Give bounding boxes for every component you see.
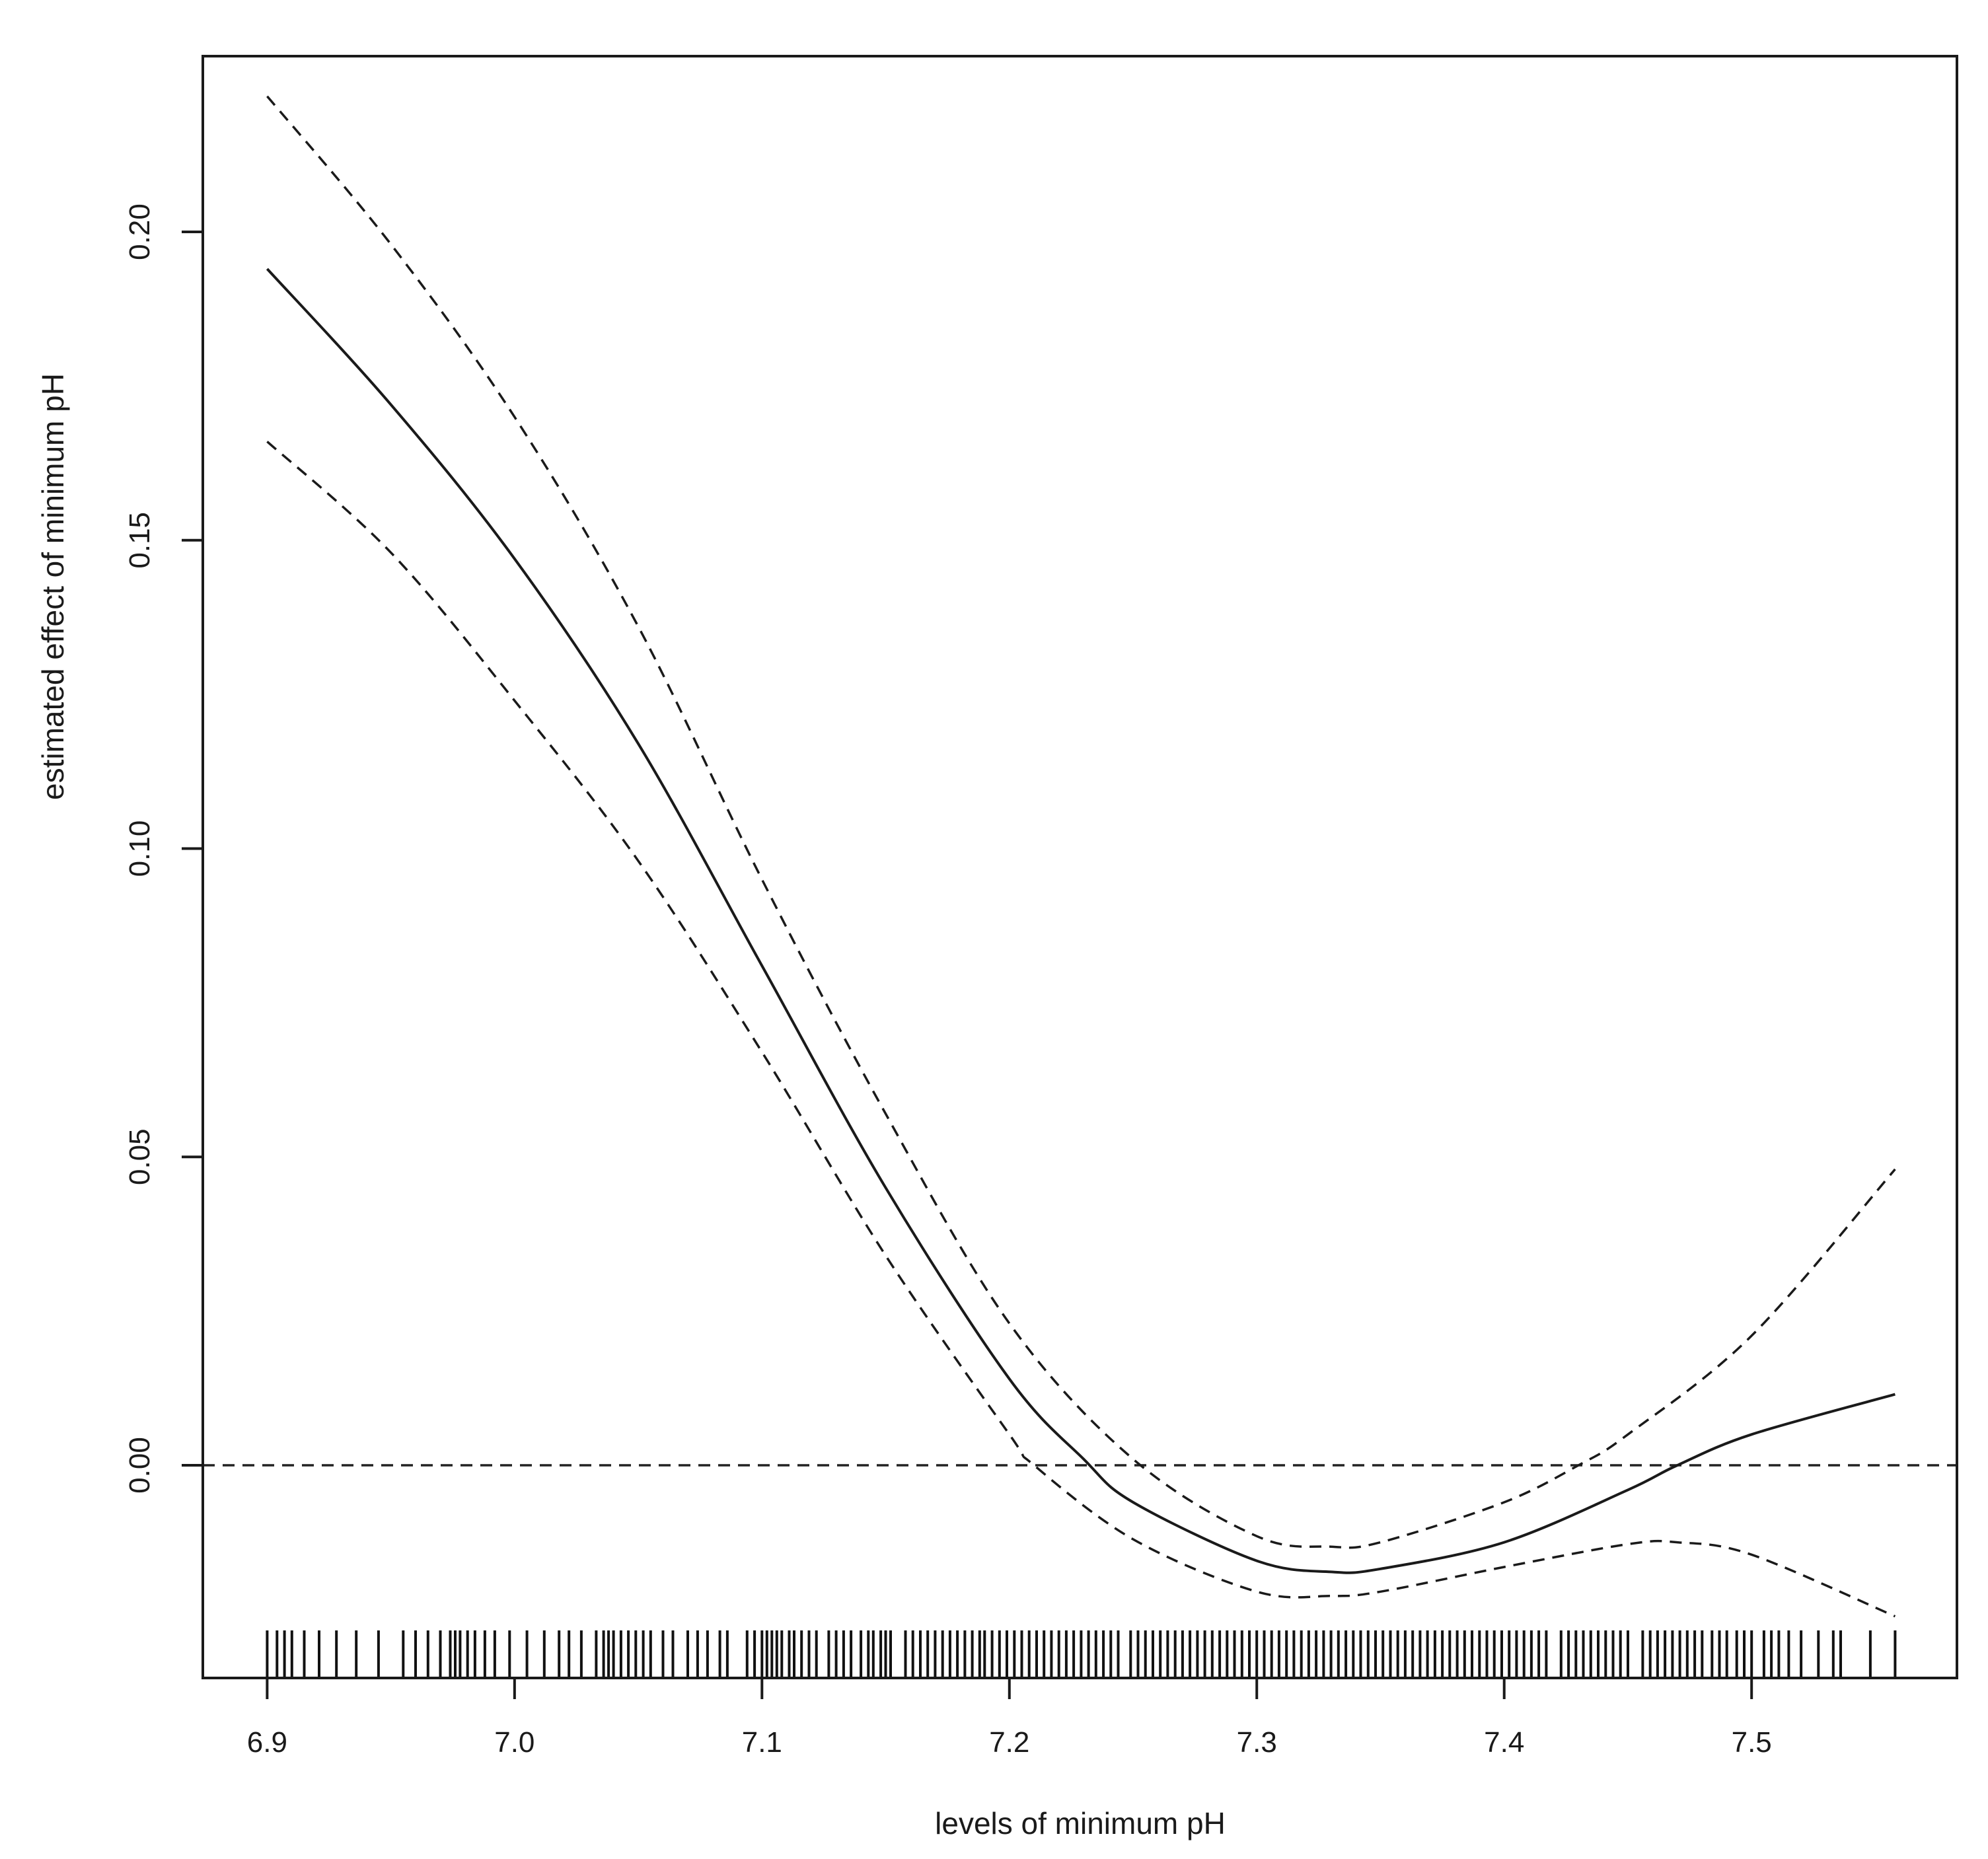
x-axis-title: levels of minimum pH (935, 1806, 1226, 1841)
x-tick-label-6.9: 6.9 (247, 1726, 287, 1759)
x-tick-label-7.2: 7.2 (989, 1726, 1029, 1759)
rug-marks (266, 1630, 1897, 1678)
x-tick-label-7.0: 7.0 (494, 1726, 534, 1759)
y-tick-label-0.10: 0.10 (124, 820, 156, 877)
x-tick-label-7.5: 7.5 (1732, 1726, 1772, 1759)
y-tick-label-0.00: 0.00 (124, 1437, 156, 1494)
y-tick-label-0.05: 0.05 (124, 1128, 156, 1185)
upper-ci-line (266, 95, 1896, 1549)
x-tick-label-7.1: 7.1 (742, 1726, 782, 1759)
curve-series (266, 95, 1896, 1618)
x-axis: 6.9 7.0 7.1 7.2 7.3 7.4 7.5 (247, 1677, 1772, 1759)
estimate-line (266, 268, 1896, 1574)
y-axis: 0.00 0.05 0.10 0.15 0.20 (124, 203, 204, 1494)
y-tick-label-0.15: 0.15 (124, 512, 156, 569)
x-tick-label-7.3: 7.3 (1237, 1726, 1277, 1759)
x-tick-label-7.4: 7.4 (1484, 1726, 1524, 1759)
y-tick-label-0.20: 0.20 (124, 203, 156, 260)
y-axis-title: estimated effect of minimum pH (36, 373, 70, 800)
lower-ci-line (266, 441, 1896, 1618)
